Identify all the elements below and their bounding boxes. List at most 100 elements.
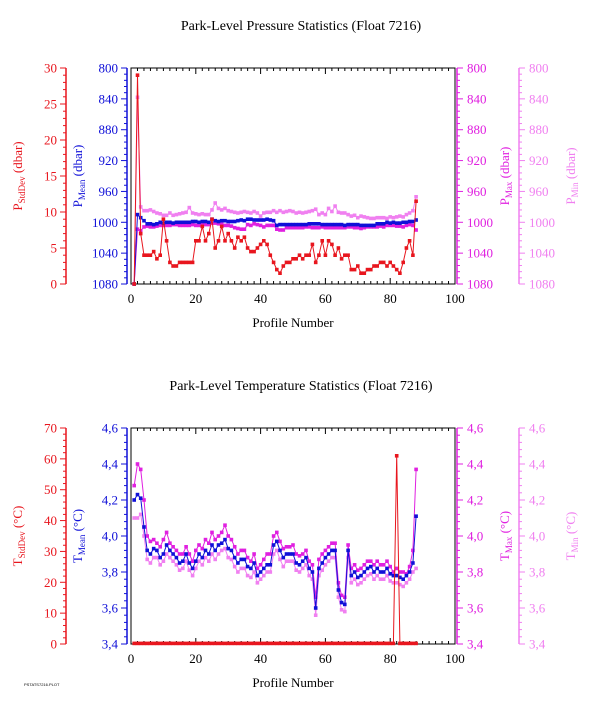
data-point-stddev <box>317 641 321 646</box>
data-point-min <box>142 534 146 538</box>
data-point-max <box>300 552 305 556</box>
y-axis-label-unit: (°C) <box>10 506 25 532</box>
data-point-mean <box>281 555 286 560</box>
data-point-stddev <box>411 641 415 646</box>
data-point-min <box>398 214 402 218</box>
data-point-max <box>343 225 347 230</box>
data-point-min <box>378 577 383 581</box>
y-tick-label: 4,6 <box>102 421 119 436</box>
y-tick-label: 920 <box>99 153 119 168</box>
data-point-stddev <box>346 641 350 646</box>
y-tick-label: 1040 <box>467 246 493 261</box>
x-tick-label: 20 <box>189 651 202 666</box>
data-point-stddev <box>138 231 143 236</box>
data-point-min <box>203 555 208 560</box>
data-point-mean <box>310 570 315 574</box>
data-point-min <box>190 573 195 578</box>
y-tick-label: 800 <box>467 61 487 76</box>
data-point-stddev <box>258 242 263 247</box>
data-point-mean <box>297 222 302 227</box>
y-tick-label: 800 <box>99 61 119 76</box>
y-tick-label: 4,2 <box>102 493 118 508</box>
data-point-max <box>242 548 247 553</box>
data-point-mean <box>398 575 402 580</box>
data-point-min <box>407 577 412 581</box>
data-point-stddev <box>372 264 376 268</box>
data-point-mean <box>411 561 415 565</box>
data-point-min <box>262 211 266 215</box>
data-point-min <box>245 210 250 215</box>
data-point-max <box>203 222 208 227</box>
data-point-mean <box>145 222 149 226</box>
data-point-min <box>275 548 279 553</box>
data-point-stddev <box>294 641 298 646</box>
data-point-stddev <box>161 217 166 221</box>
data-point-stddev <box>135 641 140 646</box>
data-point-min <box>281 564 286 569</box>
data-point-max <box>333 541 337 545</box>
data-point-mean <box>336 222 341 227</box>
data-point-max <box>375 559 379 563</box>
y-tick-label: 70 <box>44 421 57 436</box>
data-point-min <box>307 209 311 214</box>
data-point-stddev <box>174 264 179 268</box>
data-point-min <box>297 570 302 574</box>
data-point-max <box>291 543 295 547</box>
data-point-min <box>388 579 392 583</box>
data-point-max <box>158 545 162 549</box>
y-axis-label-sub: Max <box>504 536 514 553</box>
data-point-min <box>281 210 286 215</box>
data-point-stddev <box>200 224 205 229</box>
data-point-stddev <box>258 641 263 646</box>
data-point-min <box>171 213 175 218</box>
data-point-min <box>346 212 350 217</box>
data-point-min <box>352 213 357 218</box>
data-point-stddev <box>262 239 266 243</box>
data-point-min <box>333 204 337 208</box>
data-point-min <box>365 573 370 578</box>
data-point-max <box>151 537 156 542</box>
data-point-mean <box>255 573 260 578</box>
data-point-stddev <box>281 264 286 268</box>
y-axis-label: TMax (°C) <box>497 511 514 561</box>
data-point-stddev <box>375 641 379 646</box>
data-point-max <box>187 223 192 228</box>
data-point-max <box>148 225 153 229</box>
data-point-min <box>300 211 305 215</box>
data-point-stddev <box>288 641 292 646</box>
data-point-min <box>242 566 247 571</box>
data-point-stddev <box>323 641 328 646</box>
data-point-mean <box>271 543 276 547</box>
data-point-max <box>239 227 243 231</box>
data-point-mean <box>356 222 360 227</box>
data-point-stddev <box>288 260 292 265</box>
data-point-stddev <box>381 260 386 265</box>
data-point-stddev <box>378 260 383 265</box>
data-point-stddev <box>158 641 162 646</box>
data-point-mean <box>245 564 250 569</box>
data-point-mean <box>310 222 315 226</box>
y-tick-label: 1040 <box>529 246 555 261</box>
data-point-mean <box>369 564 373 569</box>
y-tick-label: 960 <box>99 184 119 199</box>
data-point-stddev <box>407 239 412 243</box>
data-point-stddev <box>223 641 227 646</box>
data-point-mean <box>300 222 305 227</box>
data-point-min <box>145 208 149 213</box>
data-point-max <box>177 552 182 556</box>
data-point-mean <box>346 548 350 553</box>
footer-label: PSTATS7216.PLOT <box>24 682 60 687</box>
data-point-mean <box>330 222 334 227</box>
y-tick-label: 880 <box>467 122 487 137</box>
data-point-stddev <box>190 641 195 646</box>
data-point-max <box>294 552 298 556</box>
data-point-max <box>294 225 298 230</box>
data-point-min <box>242 209 247 214</box>
data-point-mean <box>203 548 208 553</box>
data-point-stddev <box>145 641 149 646</box>
y-tick-label: 1080 <box>529 277 555 292</box>
data-point-min <box>385 216 389 221</box>
data-point-mean <box>411 219 415 224</box>
data-point-max <box>394 224 399 228</box>
data-point-mean <box>252 218 256 222</box>
